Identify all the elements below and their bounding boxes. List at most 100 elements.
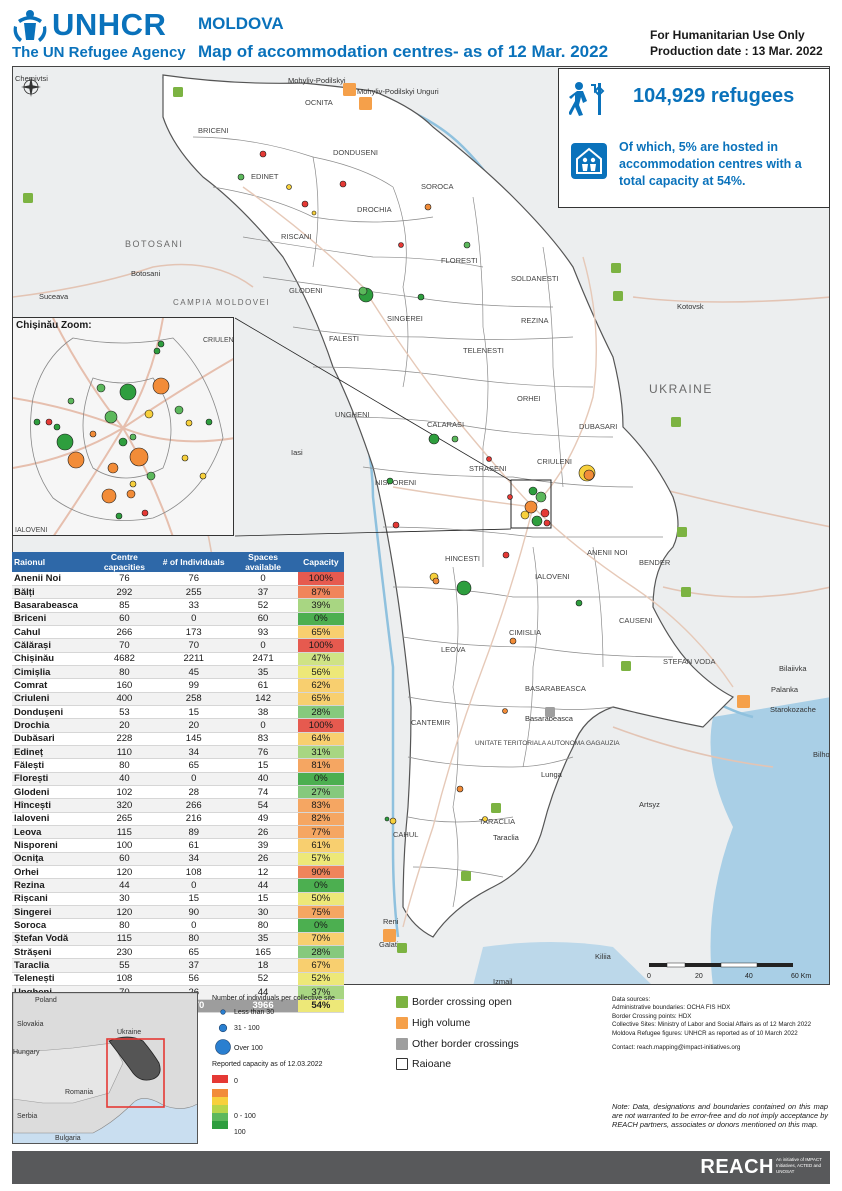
accommodation-site-marker[interactable]: [301, 200, 309, 208]
zoom-raion-label: IALOVENI: [15, 527, 47, 534]
zoom-site-marker[interactable]: [56, 433, 74, 451]
zoom-site-marker[interactable]: [157, 340, 165, 348]
accommodation-site-marker[interactable]: [432, 577, 440, 585]
raion-label: UNITATE TERITORIALA AUTONOMA GAGAUZIA: [475, 740, 620, 747]
accommodation-site-marker[interactable]: [311, 210, 317, 216]
accommodation-site-marker[interactable]: [339, 180, 347, 188]
capacity-cell: 60: [89, 612, 160, 626]
zoom-site-marker[interactable]: [67, 397, 75, 405]
zoom-site-marker[interactable]: [141, 509, 149, 517]
accommodation-site-marker[interactable]: [482, 816, 488, 822]
accommodation-site-marker[interactable]: [286, 184, 292, 190]
unhcr-logo: UNHCR The UN Refugee Agency: [8, 6, 194, 62]
individuals-cell: 173: [159, 625, 229, 640]
accommodation-site-marker[interactable]: [417, 293, 425, 301]
reach-logo: REACH: [700, 1156, 774, 1178]
border-crossing-open-icon[interactable]: [23, 193, 33, 203]
accommodation-site-marker[interactable]: [528, 486, 538, 496]
zoom-site-marker[interactable]: [89, 430, 97, 438]
zoom-site-marker[interactable]: [53, 423, 61, 431]
map-markers-layer: [23, 83, 750, 953]
individuals-cell: 15: [159, 892, 229, 907]
accommodation-site-marker[interactable]: [358, 286, 368, 296]
raion-label: GLODENI: [289, 286, 323, 295]
zoom-site-marker[interactable]: [129, 480, 137, 488]
zoom-site-marker[interactable]: [153, 347, 161, 355]
accommodation-site-marker[interactable]: [509, 637, 517, 645]
border-crossing-open-icon[interactable]: [681, 587, 691, 597]
raion-cell: Drochia: [12, 718, 90, 733]
accommodation-site-marker[interactable]: [502, 551, 510, 559]
accommodation-site-marker[interactable]: [507, 494, 513, 500]
zoom-site-marker[interactable]: [174, 405, 184, 415]
zoom-site-marker[interactable]: [96, 383, 106, 393]
accommodation-site-marker[interactable]: [543, 519, 551, 527]
border-crossing-open-icon[interactable]: [613, 291, 623, 301]
zoom-site-marker[interactable]: [104, 410, 118, 424]
disclaimer-note: Note: Data, designations and boundaries …: [612, 1102, 828, 1129]
accommodation-site-marker[interactable]: [540, 508, 550, 518]
zoom-site-marker[interactable]: [101, 488, 117, 504]
accommodation-site-marker[interactable]: [398, 242, 404, 248]
zoom-site-marker[interactable]: [126, 489, 136, 499]
zoom-site-marker[interactable]: [129, 433, 137, 441]
accommodation-site-marker[interactable]: [237, 173, 245, 181]
accommodation-site-marker[interactable]: [520, 510, 530, 520]
border-crossing-open-icon[interactable]: [677, 527, 687, 537]
accommodation-site-marker[interactable]: [463, 241, 471, 249]
accommodation-site-marker[interactable]: [424, 203, 432, 211]
zoom-site-marker[interactable]: [45, 418, 53, 426]
accommodation-site-marker[interactable]: [392, 521, 400, 529]
accommodation-site-marker[interactable]: [456, 785, 464, 793]
border-crossing-open-icon[interactable]: [671, 417, 681, 427]
accommodation-site-marker[interactable]: [428, 433, 440, 445]
zoom-site-marker[interactable]: [129, 447, 149, 467]
accommodation-site-marker[interactable]: [384, 816, 390, 822]
high-volume-crossing-icon[interactable]: [383, 929, 396, 942]
zoom-site-marker[interactable]: [33, 418, 41, 426]
family-house-icon: [571, 143, 607, 179]
accommodation-site-marker[interactable]: [531, 515, 543, 527]
accommodation-site-marker[interactable]: [486, 456, 492, 462]
zoom-site-marker[interactable]: [144, 409, 154, 419]
zoom-site-marker[interactable]: [185, 419, 193, 427]
border-crossing-open-icon[interactable]: [397, 943, 407, 953]
high-volume-crossing-icon[interactable]: [343, 83, 356, 96]
border-crossing-open-icon[interactable]: [491, 803, 501, 813]
zoom-site-marker[interactable]: [181, 454, 189, 462]
other-border-crossing-icon[interactable]: [545, 707, 555, 717]
capacity-cell: 265: [89, 812, 160, 827]
accommodation-site-marker[interactable]: [583, 469, 595, 481]
high-volume-crossing-icon[interactable]: [737, 695, 750, 708]
accommodation-site-marker[interactable]: [575, 599, 583, 607]
border-crossing-open-icon[interactable]: [173, 87, 183, 97]
zoom-site-marker[interactable]: [119, 383, 137, 401]
high-volume-crossing-icon[interactable]: [359, 97, 372, 110]
col-raionul: Raionul: [12, 552, 90, 572]
zoom-site-marker[interactable]: [199, 472, 207, 480]
border-crossing-open-icon[interactable]: [461, 871, 471, 881]
zoom-site-marker[interactable]: [146, 471, 156, 481]
accommodation-site-marker[interactable]: [259, 150, 267, 158]
border-crossing-open-icon[interactable]: [621, 661, 631, 671]
accommodation-site-marker[interactable]: [451, 435, 459, 443]
legend-symbols: Border crossing open High volume Other b…: [394, 995, 604, 1085]
accommodation-site-marker[interactable]: [535, 491, 547, 503]
accommodation-site-marker[interactable]: [386, 477, 394, 485]
zoom-site-marker[interactable]: [67, 451, 85, 469]
zoom-site-marker[interactable]: [118, 437, 128, 447]
accommodation-site-marker[interactable]: [524, 500, 538, 514]
accommodation-site-marker[interactable]: [389, 817, 397, 825]
zoom-site-marker[interactable]: [152, 377, 170, 395]
zoom-site-marker[interactable]: [107, 462, 119, 474]
table-row: Nisporeni 100 61 39 61%: [12, 838, 344, 853]
inset-connector: [234, 317, 512, 482]
accommodation-site-marker[interactable]: [456, 580, 472, 596]
spaces-cell: 37: [228, 585, 298, 600]
zoom-site-marker[interactable]: [115, 512, 123, 520]
spaces-cell: 15: [228, 758, 298, 773]
zoom-site-marker[interactable]: [205, 418, 213, 426]
chisinau-zoom-inset[interactable]: Chișinău Zoom: CRIULENI IALOVENI: [12, 317, 234, 536]
border-crossing-open-icon[interactable]: [611, 263, 621, 273]
accommodation-site-marker[interactable]: [502, 708, 508, 714]
